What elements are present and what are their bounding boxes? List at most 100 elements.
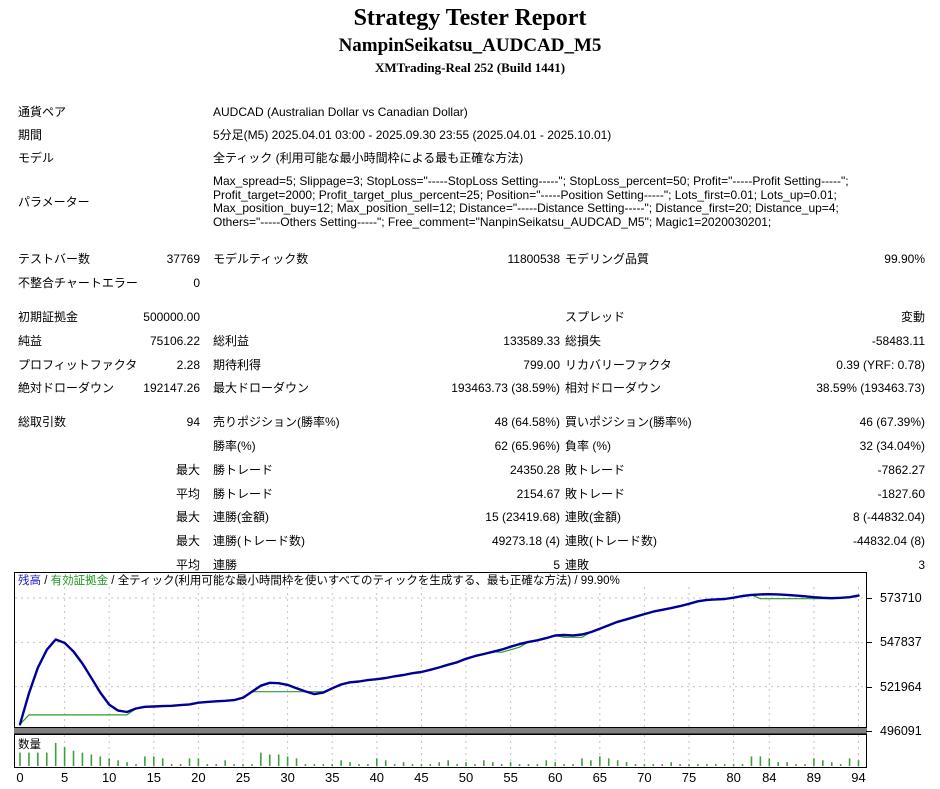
legend-sep: / [108, 575, 118, 587]
stat-value: -58483.11 [871, 333, 925, 348]
stat-value: 193463.73 (38.59%) [451, 381, 560, 396]
stat-row: プロフィットファクタ 2.28 期待利得 799.00 リカバリーファクタ 0.39 (Y… [18, 353, 925, 377]
x-tick-label: 94 [851, 770, 866, 785]
stat-row: 総取引数 94 売りポジション(勝率%) 48 (64.58%) 買いポジション(勝率%… [18, 411, 925, 435]
stat-value: 0 [193, 276, 200, 291]
stat-label: 総利益 [213, 333, 250, 348]
stat-rows: テストバー数 37769 モデルティック数 11800538 モデリング品質 99.90%… [18, 248, 925, 577]
stat-value: 2.28 [176, 357, 200, 372]
stat-label: 売りポジション(勝率%) [213, 415, 340, 430]
legend-sep: / [41, 575, 51, 587]
x-tick-label: 0 [16, 770, 24, 785]
stat-value: 99.90% [884, 252, 925, 267]
x-tick-label: 35 [324, 770, 340, 785]
x-tick-label: 25 [235, 770, 251, 785]
volume-chart-panel: 数量 [14, 734, 867, 768]
stat-value: 38.59% (193463.73) [816, 381, 925, 396]
stat-value: 24350.28 [509, 462, 560, 477]
info-row: 期間 5分足(M5) 2025.04.01 03:00 - 2025.09.30 … [18, 124, 925, 147]
stat-label: 純益 [18, 333, 43, 348]
volume-chart [19, 735, 860, 767]
stat-value: 3 [918, 557, 925, 572]
stat-label: 負率 (%) [565, 438, 611, 453]
stat-row: 初期証拠金 500000.00 スプレッド 変動 [18, 306, 925, 330]
stat-label: 連敗(トレード数) [565, 534, 657, 549]
info-value: Max_spread=5; Slippage=3; StopLoss="----… [213, 174, 849, 229]
stat-value: 平均 [175, 486, 200, 501]
stat-value: 62 (65.96%) [494, 438, 560, 453]
stat-label: 連勝 [213, 557, 238, 572]
stat-value: -7862.27 [877, 462, 925, 477]
y-tick-label: 573710 [880, 591, 922, 605]
stat-value: 0.39 (YRF: 0.78) [836, 357, 925, 372]
info-row: パラメーター Max_spread=5; Slippage=3; StopLoss… [18, 170, 925, 234]
stat-row: 不整合チャートエラー 0 [18, 272, 925, 296]
stat-value: -44832.04 (8) [852, 534, 925, 549]
chart-separator [14, 728, 867, 734]
x-axis: 0 5 10 15 20 25 30 35 40 45 50 55 60 65 70 75 80 84 89 94 [14, 770, 894, 788]
stat-label: 期待利得 [213, 357, 262, 372]
x-tick-label: 10 [101, 770, 117, 785]
stat-row: 最大 連勝(トレード数) 49273.18 (4) 連敗(トレード数) -44832.0… [18, 530, 925, 554]
stat-value: 799.00 [523, 357, 560, 372]
section-gap [18, 234, 925, 248]
y-tick-label: 496091 [880, 724, 922, 738]
stat-label: 買いポジション(勝率%) [565, 415, 692, 430]
x-tick-label: 60 [547, 770, 563, 785]
balance-chart [15, 587, 866, 727]
x-tick-label: 50 [458, 770, 474, 785]
info-row: モデル 全ティック (利用可能な最小時間枠による最も正確な方法) [18, 147, 925, 170]
x-tick-label: 5 [60, 770, 69, 785]
stat-label: モデリング品質 [565, 252, 650, 267]
stat-value: 11800538 [507, 252, 561, 267]
x-tick-label: 55 [503, 770, 518, 785]
stat-row: 絶対ドローダウン 192147.26 最大ドローダウン 193463.73 (38.5… [18, 377, 925, 401]
stat-value: 133589.33 [503, 333, 560, 348]
section-gap [18, 401, 925, 411]
stat-label: 最大ドローダウン [213, 381, 310, 396]
report-title: Strategy Tester Report [353, 5, 587, 31]
stat-value: -1827.60 [877, 486, 925, 501]
x-tick-label: 84 [762, 770, 777, 785]
stat-value: 最大 [175, 510, 200, 525]
stat-label: 連敗(金額) [565, 510, 621, 525]
stat-value: 平均 [175, 557, 200, 572]
stat-label: 敗トレード [565, 462, 626, 477]
info-row: 通貨ペア AUDCAD (Australian Dollar vs Canadia… [18, 101, 925, 124]
info-value: AUDCAD (Australian Dollar vs Canadian Do… [213, 105, 468, 119]
volume-label: 数量 [18, 739, 41, 751]
balance-chart-panel: 残高 / 有効証拠金 / 全ティック(利用可能な最小時間枠を使いすべてのティック… [14, 572, 867, 728]
y-tick [866, 642, 872, 644]
stat-row: 平均 連勝 5 連敗 3 [18, 554, 925, 578]
info-label: パラメーター [18, 194, 90, 209]
stat-label: モデルティック数 [213, 252, 309, 267]
stat-row: 純益 75106.22 総利益 133589.33 総損失 -58483.11 [18, 329, 925, 353]
stat-label: テストバー数 [18, 252, 91, 267]
x-tick-label: 45 [414, 770, 429, 785]
stats-table: 通貨ペア AUDCAD (Australian Dollar vs Canadia… [18, 101, 925, 577]
x-tick-label: 65 [592, 770, 608, 785]
info-label: 通貨ペア [18, 105, 67, 119]
y-tick [866, 686, 872, 688]
stat-value: 75106.22 [149, 333, 200, 348]
stat-label: 不整合チャートエラー [18, 276, 138, 291]
stat-value: 192147.26 [143, 381, 200, 396]
report-header: Strategy Tester Report NampinSeikatsu_AU… [0, 0, 940, 76]
stat-value: 5 [553, 557, 560, 572]
stat-label: プロフィットファクタ [18, 357, 138, 372]
info-label: 期間 [18, 128, 43, 142]
stat-value: 49273.18 (4) [491, 534, 560, 549]
stat-value: 8 (-44832.04) [852, 510, 925, 525]
stat-row: 勝率(%) 62 (65.96%) 負率 (%) 32 (34.04%) [18, 435, 925, 459]
legend-model: 全ティック(利用可能な最小時間枠を使いすべてのティックを生成する、最も正確な方法… [117, 575, 572, 587]
x-tick-label: 15 [146, 770, 162, 785]
stat-label: 相対ドローダウン [565, 381, 662, 396]
stat-label: 初期証拠金 [18, 309, 79, 324]
stat-value: 94 [186, 415, 200, 430]
x-tick-label: 80 [726, 770, 741, 785]
stat-value: 最大 [175, 462, 200, 477]
legend-equity: 有効証拠金 [50, 575, 109, 587]
stat-label: 総損失 [565, 333, 602, 348]
y-tick [866, 598, 872, 599]
